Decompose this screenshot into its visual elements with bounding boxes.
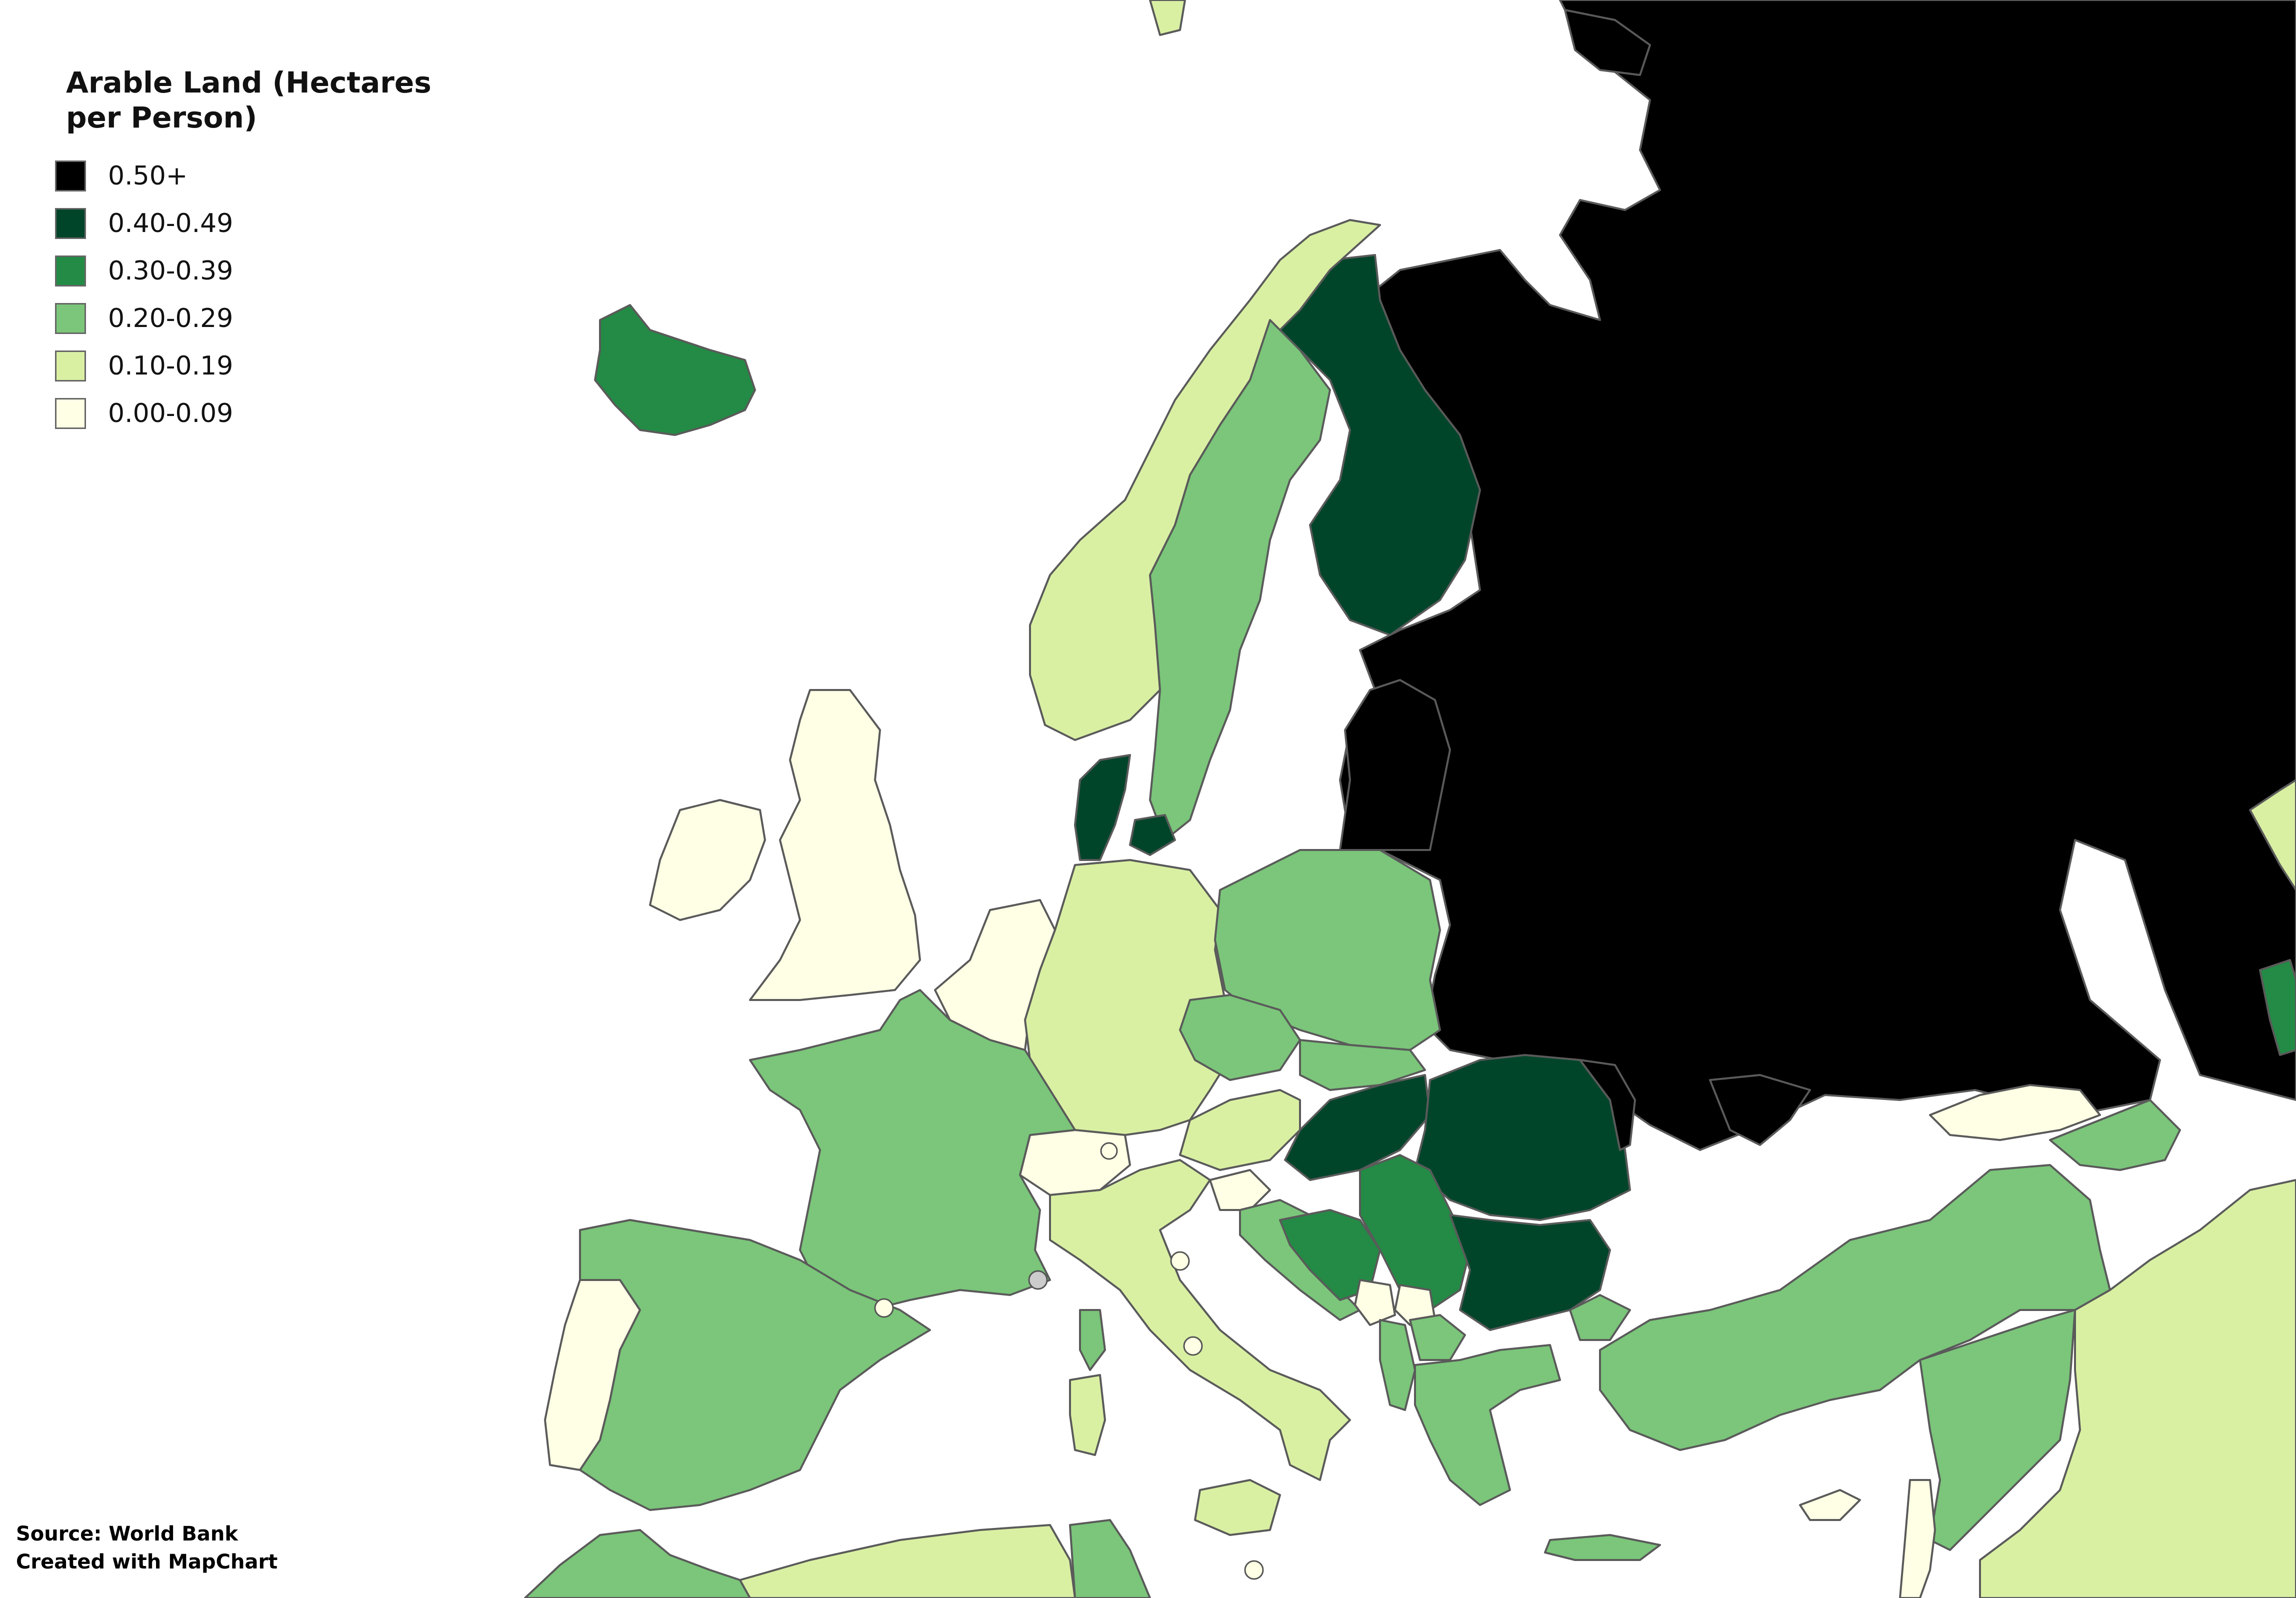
region-albania xyxy=(1379,1319,1416,1411)
region-novaya-zemlya xyxy=(1564,9,1651,76)
region-denmark-islands xyxy=(1129,814,1176,856)
region-algeria xyxy=(739,1524,1076,1598)
legend-swatch xyxy=(55,208,86,239)
region-armenia xyxy=(2049,1099,2181,1171)
legend-label: 0.20-0.29 xyxy=(108,303,234,334)
region-svalbard xyxy=(1149,0,1186,36)
region-iceland xyxy=(594,304,756,436)
source-note: Source: World Bank Created with MapChart xyxy=(16,1520,278,1576)
legend-entries: 0.50+ 0.40-0.49 0.30-0.39 0.20-0.29 0.10-0.1… xyxy=(55,152,496,437)
region-georgia xyxy=(1929,1084,2101,1141)
legend-swatch xyxy=(55,255,86,286)
region-united-kingdom xyxy=(749,689,921,1001)
region-slovenia xyxy=(1209,1169,1271,1211)
legend-entry: 0.30-0.39 xyxy=(55,247,496,294)
microstate-vatican xyxy=(1183,1336,1203,1356)
region-germany xyxy=(1024,859,1236,1136)
region-iraq xyxy=(1979,1179,2296,1598)
legend-label: 0.30-0.39 xyxy=(108,256,234,286)
legend-title: Arable Land (Hectares per Person) xyxy=(66,66,432,134)
region-russia-east-block xyxy=(1339,0,2296,1151)
region-cyprus xyxy=(1799,1489,1861,1521)
legend-entry: 0.20-0.29 xyxy=(55,294,496,342)
region-denmark xyxy=(1074,754,1131,861)
region-czechia xyxy=(1179,994,1301,1081)
region-turkey-europe xyxy=(1569,1294,1631,1341)
legend-swatch xyxy=(55,302,86,334)
region-bulgaria xyxy=(1449,1214,1611,1331)
legend-swatch xyxy=(55,160,86,192)
legend-entry: 0.00-0.09 xyxy=(55,390,496,437)
region-baltics xyxy=(1339,679,1451,851)
legend-label: 0.50+ xyxy=(108,160,188,191)
region-montenegro xyxy=(1354,1279,1396,1326)
region-syria xyxy=(1919,1309,2076,1551)
region-greece xyxy=(1414,1344,1561,1506)
legend-entry: 0.50+ xyxy=(55,152,496,200)
credit-line: Created with MapChart xyxy=(16,1550,278,1574)
legend-label: 0.00-0.09 xyxy=(108,398,234,428)
region-hungary xyxy=(1284,1074,1431,1181)
region-crimea xyxy=(1709,1074,1811,1146)
microstate-liechtenstein xyxy=(1100,1142,1118,1160)
region-sweden xyxy=(1149,319,1331,841)
region-north-macedonia xyxy=(1409,1314,1466,1361)
microstate-monaco xyxy=(1028,1270,1048,1290)
source-line: Source: World Bank xyxy=(16,1522,238,1546)
legend-entry: 0.40-0.49 xyxy=(55,200,496,247)
microstate-andorra xyxy=(874,1298,894,1318)
region-sicily xyxy=(1194,1479,1281,1536)
region-caucasus-small xyxy=(2259,959,2296,1056)
region-spain xyxy=(579,1219,931,1511)
legend-swatch xyxy=(55,398,86,429)
region-poland xyxy=(1214,849,1441,1051)
legend-entry: 0.10-0.19 xyxy=(55,342,496,390)
region-slovakia xyxy=(1299,1039,1426,1091)
region-morocco xyxy=(524,1529,751,1598)
microstate-san-marino xyxy=(1170,1251,1190,1271)
region-italy xyxy=(1049,1159,1351,1481)
legend: Arable Land (Hectares per Person) 0.50+ 0… xyxy=(55,65,496,437)
region-sardinia xyxy=(1069,1374,1106,1456)
region-moldova xyxy=(1579,1059,1636,1151)
region-corsica xyxy=(1079,1309,1106,1371)
region-lebanon-israel xyxy=(1899,1479,1936,1598)
microstate-malta xyxy=(1244,1560,1264,1580)
legend-label: 0.10-0.19 xyxy=(108,350,234,381)
legend-label: 0.40-0.49 xyxy=(108,208,234,238)
region-france xyxy=(749,989,1076,1311)
region-crete xyxy=(1544,1534,1661,1561)
region-tunisia xyxy=(1069,1519,1151,1598)
region-iran-edge xyxy=(2249,779,2296,891)
region-ireland xyxy=(649,799,766,921)
legend-swatch xyxy=(55,350,86,382)
